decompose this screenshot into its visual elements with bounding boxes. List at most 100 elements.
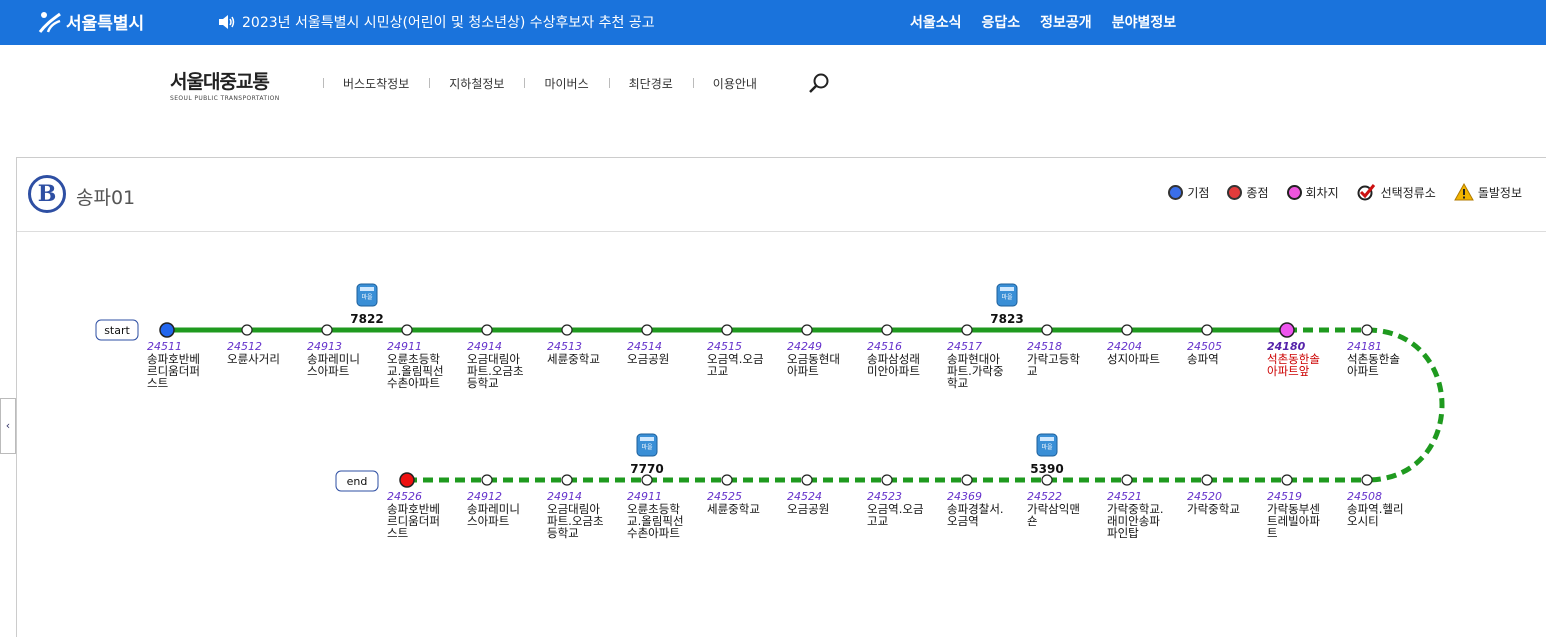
row1-stop-1-dot[interactable] <box>241 324 253 336</box>
side-collapse-button[interactable]: ‹ <box>0 398 16 454</box>
row2-stop-6-name-0[interactable]: 오금역.오금 <box>867 502 924 516</box>
row1-stop-4-name-2[interactable]: 등학교 <box>467 376 499 390</box>
row1-stop-1-id[interactable]: 24512 <box>227 340 262 353</box>
row1-stop-2-id[interactable]: 24913 <box>307 340 342 353</box>
row2-stop-2-name-0[interactable]: 오금대림아 <box>547 502 600 516</box>
row1-stop-7-id[interactable]: 24515 <box>707 340 742 353</box>
row1-stop-8-name-0[interactable]: 오금동현대 <box>787 352 840 366</box>
row2-stop-2-name-2[interactable]: 등학교 <box>547 526 579 540</box>
bus-0-number[interactable]: 7822 <box>350 312 383 326</box>
row1-stop-4-id[interactable]: 24914 <box>467 340 502 353</box>
row2-stop-11-name-1[interactable]: 트레빌아파 <box>1267 514 1320 528</box>
row1-stop-5-dot[interactable] <box>561 324 573 336</box>
menu-seoul-news[interactable]: 서울소식 <box>910 15 962 31</box>
row2-stop-9-dot[interactable] <box>1121 474 1133 486</box>
notice-banner[interactable]: 2023년 서울특별시 시민상(어린이 및 청소년상) 수상후보자 추천 공고 <box>218 12 655 32</box>
row1-stop-0-name-0[interactable]: 송파호반베 <box>147 352 200 366</box>
row1-stop-10-id[interactable]: 24517 <box>947 340 982 353</box>
row2-stop-11-name-0[interactable]: 가락동부센 <box>1267 502 1320 516</box>
row1-stop-12-id[interactable]: 24204 <box>1107 340 1142 353</box>
row2-stop-8-dot[interactable] <box>1041 474 1053 486</box>
row2-stop-0-dot[interactable] <box>399 472 415 488</box>
row2-stop-11-id[interactable]: 24519 <box>1267 490 1302 503</box>
row1-stop-9-name-1[interactable]: 미안아파트 <box>867 364 920 378</box>
row1-stop-15-dot[interactable] <box>1361 324 1373 336</box>
row2-stop-7-id[interactable]: 24369 <box>947 490 982 503</box>
row2-stop-6-name-1[interactable]: 고교 <box>867 514 888 528</box>
row2-stop-12-dot[interactable] <box>1361 474 1373 486</box>
row1-stop-9-id[interactable]: 24516 <box>867 340 902 353</box>
row2-stop-1-name-1[interactable]: 스아파트 <box>467 514 509 528</box>
row2-stop-12-name-0[interactable]: 송파역.헬리 <box>1347 502 1404 516</box>
row1-stop-2-name-1[interactable]: 스아파트 <box>307 364 349 378</box>
seoul-logo[interactable]: 서울특별시 <box>38 9 144 34</box>
row2-stop-12-name-1[interactable]: 오시티 <box>1347 514 1379 528</box>
row2-stop-1-id[interactable]: 24912 <box>467 490 502 503</box>
row1-stop-2-name-0[interactable]: 송파레미니 <box>307 352 360 366</box>
row2-stop-10-name-0[interactable]: 가락중학교 <box>1187 502 1240 516</box>
row1-stop-4-name-0[interactable]: 오금대림아 <box>467 352 520 366</box>
row1-stop-9-name-0[interactable]: 송파삼성래 <box>867 352 920 366</box>
row2-stop-6-id[interactable]: 24523 <box>867 490 902 503</box>
row2-stop-6-dot[interactable] <box>881 474 893 486</box>
row1-stop-6-id[interactable]: 24514 <box>627 340 662 353</box>
row1-stop-0-id[interactable]: 24511 <box>147 340 182 353</box>
row1-stop-14-name-0[interactable]: 석촌동한솔 <box>1267 352 1320 366</box>
row2-stop-1-dot[interactable] <box>481 474 493 486</box>
nav-mybus[interactable]: 마이버스 <box>524 75 608 92</box>
row1-stop-11-name-0[interactable]: 가락고등학 <box>1027 352 1080 366</box>
row2-stop-0-id[interactable]: 24526 <box>387 490 422 503</box>
bus-1-number[interactable]: 7823 <box>990 312 1023 326</box>
row1-stop-4-name-1[interactable]: 파트.오금초 <box>467 364 524 378</box>
row1-stop-7-dot[interactable] <box>721 324 733 336</box>
nav-subway[interactable]: 지하철정보 <box>429 75 524 92</box>
row1-stop-11-id[interactable]: 24518 <box>1027 340 1062 353</box>
row1-stop-11-dot[interactable] <box>1041 324 1053 336</box>
row1-stop-15-name-0[interactable]: 석촌동한솔 <box>1347 352 1400 366</box>
row2-stop-3-name-2[interactable]: 수촌아파트 <box>627 526 680 540</box>
row1-stop-7-name-0[interactable]: 오금역.오금 <box>707 352 764 366</box>
row2-stop-1-name-0[interactable]: 송파레미니 <box>467 502 520 516</box>
row1-stop-6-dot[interactable] <box>641 324 653 336</box>
row1-stop-14-dot[interactable] <box>1279 322 1295 338</box>
row2-stop-3-name-1[interactable]: 교.올림픽선 <box>627 514 684 528</box>
row2-stop-10-id[interactable]: 24520 <box>1187 490 1222 503</box>
row1-stop-12-name-0[interactable]: 성지아파트 <box>1107 352 1160 366</box>
row2-stop-9-name-2[interactable]: 파인탑 <box>1107 526 1139 540</box>
row1-stop-3-name-0[interactable]: 오륜초등학 <box>387 352 440 366</box>
row1-stop-3-name-1[interactable]: 교.올림픽선 <box>387 364 444 378</box>
bus-2-number[interactable]: 7770 <box>630 462 663 476</box>
row1-stop-8-dot[interactable] <box>801 324 813 336</box>
row1-stop-5-name-0[interactable]: 세륜중학교 <box>547 352 600 366</box>
row2-stop-12-id[interactable]: 24508 <box>1347 490 1382 503</box>
row1-stop-3-name-2[interactable]: 수촌아파트 <box>387 376 440 390</box>
row1-stop-10-name-2[interactable]: 학교 <box>947 376 968 390</box>
row2-stop-0-name-0[interactable]: 송파호반베 <box>387 502 440 516</box>
row2-stop-2-name-1[interactable]: 파트.오금초 <box>547 514 604 528</box>
row1-stop-0-name-1[interactable]: 르디움더퍼 <box>147 364 200 378</box>
row1-stop-3-id[interactable]: 24911 <box>387 340 422 353</box>
row2-stop-2-id[interactable]: 24914 <box>547 490 582 503</box>
row2-stop-9-name-1[interactable]: 래미안송파 <box>1107 514 1160 528</box>
row2-stop-0-name-2[interactable]: 스트 <box>387 526 408 540</box>
row2-stop-4-dot[interactable] <box>721 474 733 486</box>
row2-stop-3-id[interactable]: 24911 <box>627 490 662 503</box>
row1-stop-0-dot[interactable] <box>159 322 175 338</box>
search-icon[interactable] <box>808 72 830 94</box>
row1-stop-15-id[interactable]: 24181 <box>1347 340 1382 353</box>
row1-stop-8-id[interactable]: 24249 <box>787 340 822 353</box>
row2-stop-0-name-1[interactable]: 르디움더퍼 <box>387 514 440 528</box>
row1-stop-6-name-0[interactable]: 오금공원 <box>627 352 669 366</box>
row1-stop-12-dot[interactable] <box>1121 324 1133 336</box>
row2-stop-5-dot[interactable] <box>801 474 813 486</box>
row1-stop-13-id[interactable]: 24505 <box>1187 340 1222 353</box>
row2-stop-4-id[interactable]: 24525 <box>707 490 742 503</box>
nav-bus-arrival[interactable]: 버스도착정보 <box>323 75 429 92</box>
row2-stop-4-name-0[interactable]: 세륜중학교 <box>707 502 760 516</box>
row2-stop-9-id[interactable]: 24521 <box>1107 490 1142 503</box>
bus-3-number[interactable]: 5390 <box>1030 462 1063 476</box>
row2-stop-10-dot[interactable] <box>1201 474 1213 486</box>
row1-stop-1-name-0[interactable]: 오륜사거리 <box>227 352 280 366</box>
row2-stop-7-dot[interactable] <box>961 474 973 486</box>
menu-info-disclosure[interactable]: 정보공개 <box>1040 15 1092 31</box>
